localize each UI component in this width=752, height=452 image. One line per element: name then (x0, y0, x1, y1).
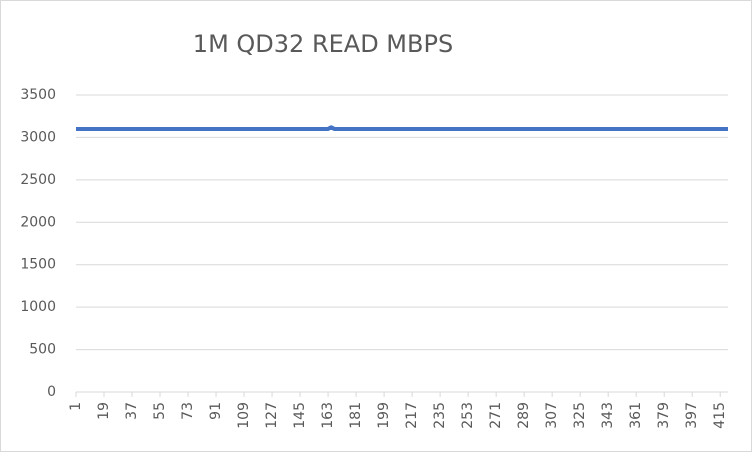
y-tick-label: 3000 (20, 129, 56, 145)
x-tick-label: 289 (516, 402, 532, 429)
x-tick-label: 109 (236, 402, 252, 429)
y-tick-label: 2000 (20, 214, 56, 230)
x-tick-label: 199 (376, 402, 392, 429)
y-tick-label: 1000 (20, 299, 56, 315)
x-tick-label: 73 (180, 402, 196, 420)
x-tick-label: 1 (68, 402, 84, 411)
x-tick-label: 19 (96, 402, 112, 420)
series-line (76, 125, 728, 131)
x-tick-label: 217 (404, 402, 420, 429)
chart-title: 1M QD32 READ MBPS (193, 30, 453, 58)
x-tick-label: 55 (152, 402, 168, 420)
x-tick-label: 271 (488, 402, 504, 429)
x-tick-label: 397 (684, 402, 700, 429)
y-tick-label: 500 (29, 342, 56, 358)
x-tick-label: 253 (460, 402, 476, 429)
y-tick-label: 1500 (20, 257, 56, 273)
x-tick-label: 379 (656, 402, 672, 429)
y-tick-label: 3500 (20, 87, 56, 103)
x-tick-label: 307 (544, 402, 560, 429)
x-tick-label: 37 (124, 402, 140, 420)
x-tick-label: 343 (600, 402, 616, 429)
x-tick-label: 127 (264, 402, 280, 429)
x-tick-label: 361 (628, 402, 644, 429)
y-tick-label: 0 (47, 384, 56, 400)
y-tick-label: 2500 (20, 172, 56, 188)
x-tick-label: 325 (572, 402, 588, 429)
x-tick-label: 415 (712, 402, 728, 429)
x-tick-label: 91 (208, 402, 224, 420)
x-tick-label: 163 (320, 402, 336, 429)
x-tick-label: 235 (432, 402, 448, 429)
x-tick-label: 181 (348, 402, 364, 429)
x-tick-label: 145 (292, 402, 308, 429)
